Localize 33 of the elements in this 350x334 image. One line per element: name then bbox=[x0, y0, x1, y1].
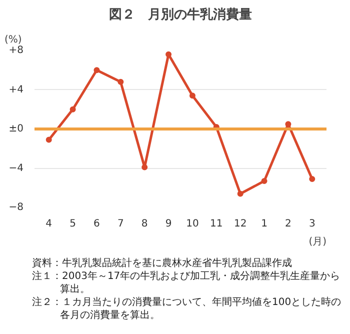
text: 注２：１カ月当たりの消費量について、年間平均値を100とした時の各月の消費量を算出。 bbox=[32, 296, 342, 322]
x-tick-label: 3 bbox=[308, 218, 316, 230]
y-tick-label: ±0 bbox=[8, 124, 24, 134]
text: 注１：2003年～17年の牛乳および加工乳・成分調整牛乳生産量から算出。 bbox=[32, 270, 342, 296]
x-tick-label: 11 bbox=[210, 218, 223, 230]
y-axis-title: (%) bbox=[4, 34, 22, 46]
x-tick-label: 10 bbox=[186, 218, 199, 230]
x-tick-label: 4 bbox=[46, 218, 52, 230]
x-tick-label: 1 bbox=[261, 218, 268, 230]
x-tick-label: 5 bbox=[70, 218, 76, 230]
y-tick-label: +4 bbox=[8, 84, 24, 96]
y-tick-label: +8 bbox=[8, 45, 24, 56]
x-tick-label: 8 bbox=[141, 218, 148, 230]
x-tick-label: 2 bbox=[285, 218, 292, 230]
point bbox=[237, 190, 244, 197]
chart-title: 図２ 月別の牛乳消費量 bbox=[109, 6, 252, 22]
x-axis-title: (月) bbox=[308, 236, 327, 248]
point bbox=[70, 106, 76, 112]
point bbox=[261, 178, 268, 184]
y-tick-label: −4 bbox=[8, 162, 24, 174]
point bbox=[46, 136, 52, 143]
x-tick-label: 9 bbox=[165, 218, 172, 230]
y-tick-label: −8 bbox=[8, 202, 24, 213]
x-tick-label: 7 bbox=[117, 218, 124, 230]
point bbox=[189, 92, 196, 99]
point bbox=[309, 176, 316, 182]
text: 資料：牛乳乳製品統計を基に農林水産省牛乳乳製品課作成 bbox=[32, 257, 293, 270]
point bbox=[94, 67, 100, 74]
point bbox=[142, 164, 148, 170]
point bbox=[166, 51, 172, 58]
point bbox=[118, 78, 124, 85]
x-tick-label: 12 bbox=[234, 218, 247, 230]
x-tick-label: 6 bbox=[94, 218, 100, 230]
